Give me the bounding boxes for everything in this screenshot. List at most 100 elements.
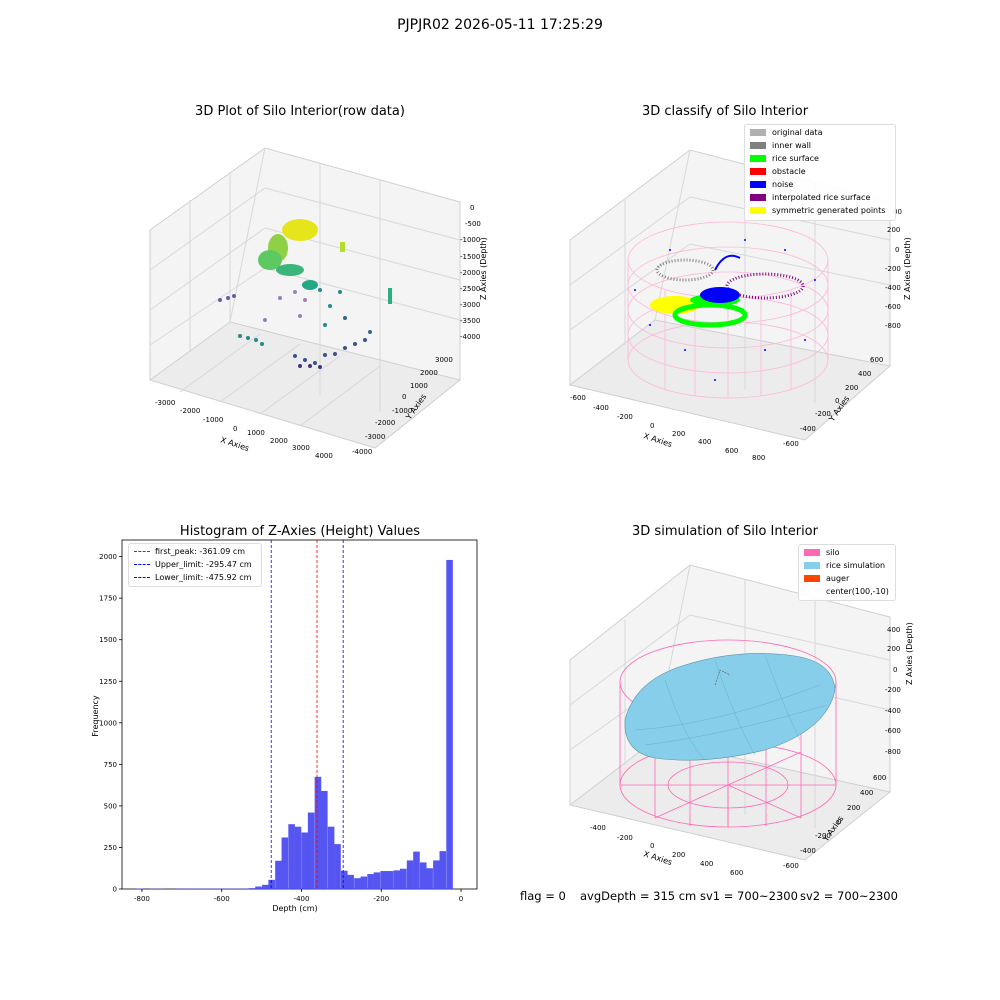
- simulation-xtick: -200: [617, 834, 633, 842]
- legend-entry: inner wall: [750, 141, 811, 150]
- raw-ytick: -4000: [352, 448, 372, 456]
- histogram-bar: [393, 870, 401, 889]
- legend-entry: center(100,-10): [804, 587, 889, 596]
- histogram-bar: [400, 868, 407, 889]
- classify-legend: original data inner wall rice surface ob…: [744, 124, 896, 221]
- histogram-bar: [268, 879, 275, 889]
- histogram-ylabel: Frequency: [91, 695, 100, 737]
- legend-label: first_peak: -361.09 cm: [155, 547, 246, 556]
- classify-ytick: 0: [835, 397, 839, 405]
- legend-entry: symmetric generated points: [750, 206, 885, 215]
- raw-xtick: -1000: [203, 416, 223, 424]
- legend-label: Lower_limit: -475.92 cm: [155, 573, 252, 582]
- histogram-xtick-label: -800: [134, 895, 150, 903]
- simulation-xlabel: X Axies: [642, 849, 673, 867]
- figure-title: PJPJR02 2026-05-11 17:25:29: [397, 17, 603, 33]
- raw-ztick: -2500: [460, 285, 480, 293]
- simulation-legend: silo rice simulation auger center(100,-1…: [798, 544, 896, 601]
- histogram-bar: [314, 776, 322, 889]
- simulation-rice-surface: [624, 653, 836, 761]
- legend-entry: noise: [750, 180, 793, 189]
- histogram-bar: [288, 824, 295, 889]
- simulation-ztick: -800: [885, 748, 901, 756]
- raw-xtick: 2000: [270, 437, 288, 445]
- raw-ytick: 1000: [410, 382, 428, 390]
- flag-text: flag = 0: [520, 889, 566, 903]
- classify-xtick: 600: [725, 447, 738, 455]
- raw-ztick: -2000: [460, 269, 480, 277]
- legend-swatch: [750, 129, 766, 136]
- sv1-text: sv1 = 700~2300: [700, 889, 798, 903]
- histogram-bar: [255, 886, 262, 889]
- classify-ytick: 200: [845, 384, 858, 392]
- histogram-bar: [262, 884, 269, 889]
- legend-label: noise: [772, 180, 794, 189]
- simulation-ytick: -200: [815, 832, 831, 840]
- raw-ytick: -2000: [375, 419, 395, 427]
- legend-entry: obstacle: [750, 167, 806, 176]
- histogram-bar: [406, 860, 414, 889]
- classify-xtick: 400: [698, 438, 711, 446]
- histogram-xlabel: Depth (cm): [272, 904, 317, 913]
- classify-ytick: 400: [858, 370, 871, 378]
- histogram-ytick-label: 1750: [99, 595, 117, 603]
- avg-depth-text: avgDepth = 315 cm: [580, 889, 697, 903]
- classify-xlabel: X Axies: [642, 431, 673, 449]
- simulation-ztick: 200: [887, 645, 900, 653]
- simulation-xtick: -400: [590, 824, 606, 832]
- legend-label: inner wall: [772, 141, 812, 150]
- simulation-ztick: 400: [887, 626, 900, 634]
- classify-xtick: -400: [593, 404, 609, 412]
- histogram-chart: -800 -600 -400 -200 0 0 250 500 750 1000 1250 1500 1…: [91, 539, 478, 913]
- histogram-ytick-label: 250: [104, 844, 117, 852]
- classify-ztick: 200: [887, 226, 900, 234]
- simulation-xtick: 600: [730, 869, 743, 877]
- histogram-legend: first_peak: -361.09 cm Upper_limit: -295…: [128, 543, 262, 587]
- raw-ytick: -3000: [365, 433, 385, 441]
- histogram-ytick-label: 500: [104, 802, 117, 810]
- raw-xtick: -3000: [155, 399, 175, 407]
- simulation-3d-plot: -400 -200 0 200 400 600 X Axies 600 400 …: [568, 564, 914, 877]
- classify-ztick-cut: 00: [893, 208, 902, 216]
- legend-label: rice simulation: [826, 561, 886, 570]
- legend-swatch: [750, 142, 766, 149]
- legend-entry: interpolated rice surface: [750, 193, 870, 202]
- histogram-bar: [354, 878, 361, 889]
- sv2-text: sv2 = 700~2300: [800, 889, 898, 903]
- raw-ytick: -1000: [392, 407, 412, 415]
- histogram-bar: [347, 874, 354, 889]
- histogram-bar: [433, 860, 440, 889]
- raw-x-ticks: -3000 -2000 -1000 0 1000 2000 3000 4000: [155, 399, 333, 460]
- classify-x-ticks: -600 -400 -200 0 200 400 600 800: [570, 394, 765, 460]
- legend-swatch: [804, 575, 820, 582]
- simulation-ytick: -600: [783, 862, 799, 870]
- classify-xtick: 200: [672, 430, 685, 438]
- classify-xtick: 0: [650, 422, 654, 430]
- histogram-bar: [334, 844, 341, 889]
- raw-xtick: -2000: [180, 407, 200, 415]
- legend-line: [134, 577, 150, 578]
- legend-label: center(100,-10): [826, 587, 889, 596]
- simulation-z-ticks: 400 200 0 -200 -400 -600 -800: [885, 626, 901, 756]
- raw-ytick: 2000: [420, 369, 438, 377]
- simulation-y-ticks: 600 400 200 0 -200 -400 -600: [783, 774, 886, 870]
- raw-z-ticks: 0 -500 -1000 -1500 -2000 -2500 -3000 -35…: [460, 204, 481, 341]
- histogram-bar: [380, 871, 388, 889]
- raw-ztick: -3500: [460, 317, 480, 325]
- simulation-zlabel: Z Axies (Depth): [905, 622, 914, 685]
- legend-label: symmetric generated points: [772, 206, 886, 215]
- raw-ztick: -3000: [460, 301, 480, 309]
- histogram-bar: [367, 874, 374, 889]
- raw-xtick: 4000: [315, 452, 333, 460]
- histogram-ytick-label: 750: [104, 761, 117, 769]
- raw-ztick: -4000: [460, 333, 480, 341]
- legend-label: original data: [772, 128, 823, 137]
- simulation-ytick: 600: [873, 774, 886, 782]
- classify-xtick: 800: [752, 454, 765, 460]
- legend-label: auger: [826, 574, 850, 583]
- simulation-ztick: -400: [885, 707, 901, 715]
- classify-zlabel: Z Axies (Depth): [903, 237, 912, 300]
- histogram-bar: [301, 832, 309, 889]
- histogram-bar: [281, 837, 289, 889]
- legend-entry: auger: [804, 574, 849, 583]
